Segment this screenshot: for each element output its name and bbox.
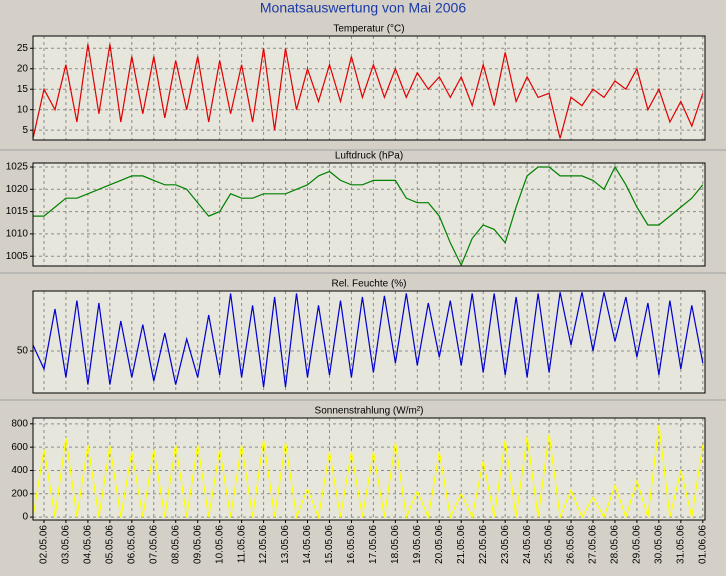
y-tick-label: 25 bbox=[17, 43, 29, 54]
x-tick-label: 09.05.06 bbox=[192, 525, 203, 564]
plot-frame bbox=[32, 417, 706, 521]
y-tick-label: 15 bbox=[17, 84, 29, 95]
y-tick-label: 1025 bbox=[6, 162, 29, 173]
page-title: Monatsauswertung von Mai 2006 bbox=[260, 0, 466, 16]
x-tick-label: 08.05.06 bbox=[170, 525, 181, 564]
x-tick-label: 21.05.06 bbox=[456, 525, 467, 564]
x-tick-label: 05.05.06 bbox=[105, 525, 116, 564]
plot-area bbox=[33, 418, 705, 520]
x-tick-label: 03.05.06 bbox=[61, 525, 72, 564]
x-tick-label: 22.05.06 bbox=[478, 525, 489, 564]
plot-frame bbox=[32, 290, 706, 394]
x-tick-label: 25.05.06 bbox=[544, 525, 555, 564]
x-tick-label: 24.05.06 bbox=[522, 525, 533, 564]
x-tick-label: 17.05.06 bbox=[368, 525, 379, 564]
x-tick-label: 01.06.06 bbox=[697, 525, 708, 564]
x-tick-label: 15.05.06 bbox=[324, 525, 335, 564]
y-tick-label: 1010 bbox=[6, 229, 29, 240]
y-tick-label: 600 bbox=[11, 442, 28, 453]
plot-frame bbox=[32, 35, 706, 141]
x-tick-label: 10.05.06 bbox=[214, 525, 225, 564]
x-tick-label: 31.05.06 bbox=[675, 525, 686, 564]
plot-frame bbox=[32, 162, 706, 267]
data-line bbox=[32, 424, 704, 520]
x-tick-label: 16.05.06 bbox=[346, 525, 357, 564]
x-tick-label: 06.05.06 bbox=[126, 525, 137, 564]
data-line bbox=[33, 165, 704, 267]
data-line bbox=[32, 44, 704, 139]
plot-area bbox=[33, 163, 705, 266]
x-tick-label: 27.05.06 bbox=[588, 525, 599, 564]
y-tick-label: 5 bbox=[22, 125, 28, 136]
panel-title: Luftdruck (hPa) bbox=[335, 151, 403, 162]
x-tick-label: 02.05.06 bbox=[39, 525, 50, 564]
x-tick-label: 29.05.06 bbox=[632, 525, 643, 564]
x-tick-label: 04.05.06 bbox=[83, 525, 94, 564]
x-tick-label: 11.05.06 bbox=[236, 525, 247, 564]
x-tick-label: 20.05.06 bbox=[434, 525, 445, 564]
x-tick-label: 07.05.06 bbox=[148, 525, 159, 564]
data-line bbox=[32, 292, 704, 388]
x-tick-label: 19.05.06 bbox=[412, 525, 423, 564]
x-tick-label: 13.05.06 bbox=[280, 525, 291, 564]
plot-area bbox=[33, 36, 705, 140]
y-tick-label: 1015 bbox=[6, 206, 29, 217]
x-tick-label: 23.05.06 bbox=[500, 525, 511, 564]
y-tick-label: 1020 bbox=[6, 184, 29, 195]
x-tick-label: 12.05.06 bbox=[258, 525, 269, 564]
x-tick-label: 14.05.06 bbox=[302, 525, 313, 564]
panel-title: Sonnenstrahlung (W/m²) bbox=[315, 406, 424, 417]
y-tick-label: 20 bbox=[17, 63, 29, 74]
panel-title: Rel. Feuchte (%) bbox=[331, 279, 406, 290]
x-tick-label: 18.05.06 bbox=[390, 525, 401, 564]
x-tick-label: 26.05.06 bbox=[566, 525, 577, 564]
y-tick-label: 50 bbox=[17, 346, 29, 357]
x-tick-label: 30.05.06 bbox=[654, 525, 665, 564]
y-tick-label: 10 bbox=[17, 104, 29, 115]
y-tick-label: 1005 bbox=[6, 251, 29, 262]
x-tick-label: 28.05.06 bbox=[610, 525, 621, 564]
y-tick-label: 400 bbox=[11, 465, 28, 476]
y-tick-label: 0 bbox=[22, 512, 28, 523]
y-tick-label: 200 bbox=[11, 488, 28, 499]
panel-title: Temperatur (°C) bbox=[333, 24, 404, 35]
y-tick-label: 800 bbox=[11, 418, 28, 429]
